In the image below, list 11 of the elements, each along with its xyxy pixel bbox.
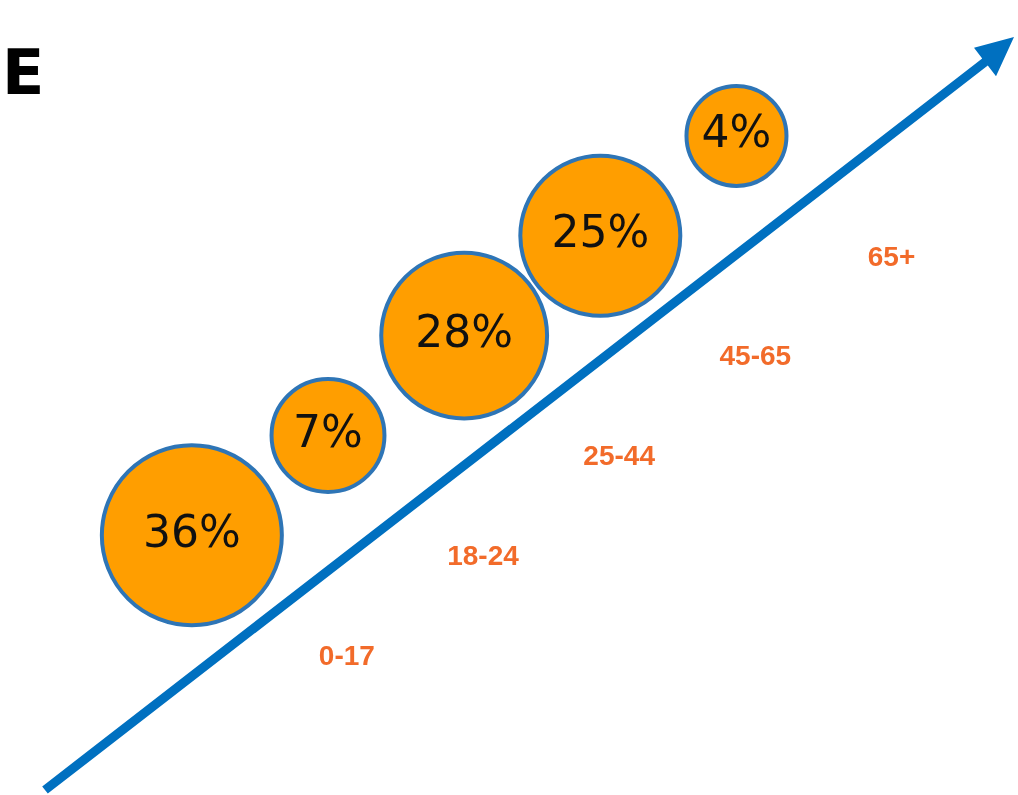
category-label: 45-65 (719, 340, 792, 372)
category-label: 18-24 (447, 540, 520, 572)
category-label: 65+ (867, 240, 916, 272)
data-label: 25% (551, 206, 650, 258)
data-label: 4% (701, 106, 772, 158)
category-label: 25-44 (583, 440, 656, 472)
text: E (2, 36, 45, 109)
data-label: 36% (142, 505, 241, 557)
category-label: 0-17 (318, 639, 375, 671)
data-label: 28% (415, 306, 514, 358)
data-label: 7% (293, 405, 363, 457)
